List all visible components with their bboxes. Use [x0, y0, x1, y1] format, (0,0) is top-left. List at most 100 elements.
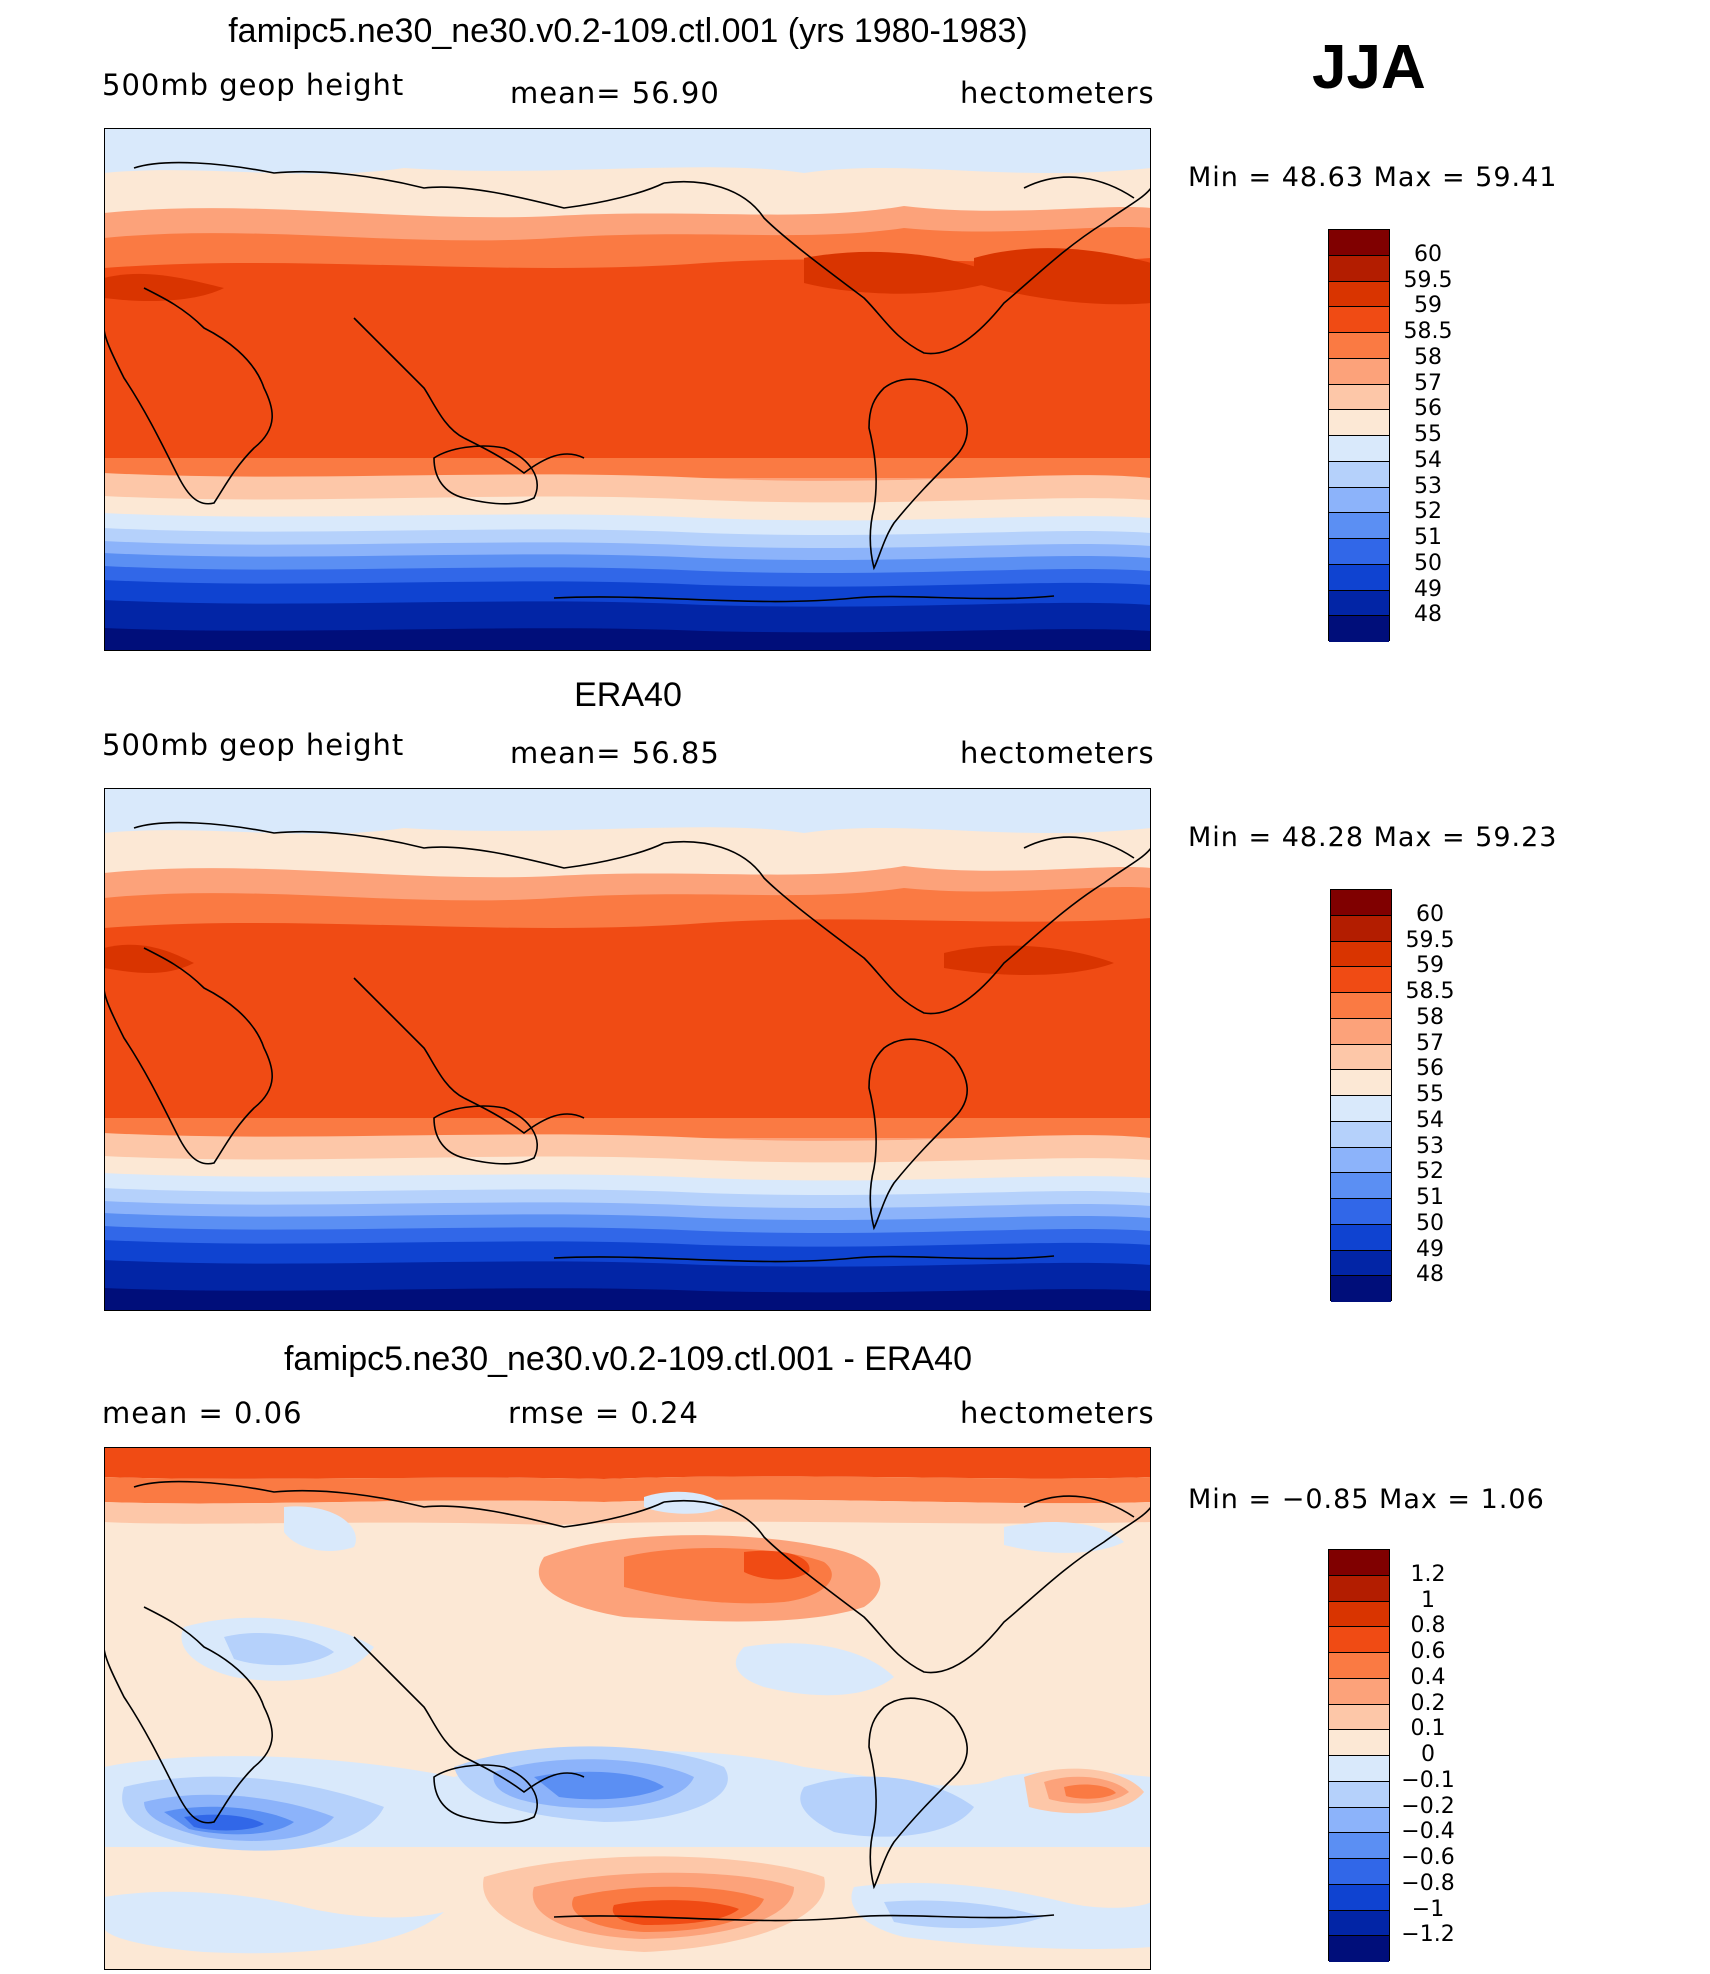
panel3-colorbar-label: 0.4 [1410, 1664, 1446, 1690]
panel1-colorbar-box [1329, 307, 1389, 333]
season-label: JJA [1312, 33, 1426, 102]
panel1-colorbar-label: 54 [1414, 447, 1442, 473]
panel2-minmax: Min = 48.28 Max = 59.23 [1188, 822, 1558, 853]
panel3-colorbar-box [1329, 1601, 1389, 1628]
panel2-variable: 500mb geop height [102, 728, 405, 762]
panel1-colorbar-label: 56 [1414, 396, 1442, 422]
panel2-colorbar-label: 49 [1416, 1236, 1444, 1262]
panel1-colorbar-box [1329, 333, 1389, 359]
panel2-colorbar-label: 53 [1416, 1133, 1444, 1159]
panel1-colorbar-box [1329, 436, 1389, 462]
panel3-colorbar-label: 0.2 [1410, 1690, 1446, 1716]
panel2-colorbar-box [1331, 1096, 1391, 1122]
panel2-colorbar-box [1331, 1070, 1391, 1096]
panel3-units: hectometers [960, 1396, 1155, 1430]
panel1-colorbar-label: 59 [1414, 293, 1442, 319]
panel2-colorbar-label: 56 [1416, 1056, 1444, 1082]
panel1-colorbar-box [1329, 230, 1389, 256]
panel2-colorbar-box [1331, 1018, 1391, 1045]
panel1-colorbar-box [1329, 539, 1389, 565]
panel3-colorbar-box [1329, 1550, 1389, 1576]
panel3-colorbar-label: 0.6 [1410, 1639, 1446, 1664]
panel3-colorbar-box [1329, 1833, 1389, 1859]
panel1-minmax: Min = 48.63 Max = 59.41 [1188, 162, 1558, 193]
panel3-colorbar-label: −0.8 [1401, 1870, 1455, 1896]
panel3-colorbar-label: 0.1 [1410, 1716, 1446, 1742]
panel3-colorbar-box [1329, 1678, 1389, 1705]
panel1-colorbar-label: 48 [1414, 602, 1442, 628]
panel1-colorbar-label: 57 [1414, 370, 1442, 396]
panel3-colorbar-label: 1.2 [1410, 1561, 1446, 1587]
panel2-colorbar-box [1331, 1250, 1391, 1277]
panel2-mean: mean= 56.85 [510, 736, 720, 770]
panel1-colorbar-box [1329, 358, 1389, 385]
panel3-colorbar-label: −1 [1411, 1896, 1445, 1922]
panel1-colorbar-box [1329, 461, 1389, 488]
panel3-colorbar-box [1329, 1730, 1389, 1756]
panel1-colorbar-box [1329, 410, 1389, 436]
panel3-colorbar-label: 1 [1421, 1587, 1435, 1613]
panel2-colorbar-label: 51 [1416, 1185, 1444, 1210]
panel2-colorbar-label: 58 [1416, 1004, 1444, 1030]
panel3-colorbar-box [1329, 1627, 1389, 1653]
panel2-colorbar-label: 55 [1416, 1082, 1444, 1107]
panel2-colorbar-box [1331, 1224, 1391, 1251]
panel3-colorbar-label: −0.2 [1401, 1793, 1455, 1819]
panel2-colorbar-box [1331, 1044, 1391, 1071]
panel1-colorbar-label: 51 [1414, 525, 1442, 550]
panel2-units: hectometers [960, 736, 1155, 770]
panel2-colorbar-box [1331, 1276, 1391, 1302]
panel2-colorbar-label: 59 [1416, 953, 1444, 979]
panel3-rmse: rmse = 0.24 [508, 1396, 699, 1430]
panel1-colorbar-label: 52 [1414, 499, 1442, 525]
panel3-title: famipc5.ne30_ne30.v0.2-109.ctl.001 - ERA… [283, 1340, 972, 1378]
panel1-mean: mean= 56.90 [510, 76, 720, 110]
panel2-colorbar-label: 58.5 [1405, 979, 1455, 1004]
panel3-colorbar-box [1329, 1575, 1389, 1602]
panel2-colorbar-label: 54 [1416, 1107, 1444, 1133]
panel3-colorbar-box [1329, 1653, 1389, 1679]
panel2-colorbar-box [1331, 941, 1391, 968]
panel1-colorbar-box [1329, 564, 1389, 591]
panel1-colorbar-box [1329, 487, 1389, 514]
panel3-colorbar-box [1329, 1884, 1389, 1911]
panel2-title: ERA40 [574, 676, 682, 714]
panel2-colorbar-box [1331, 1147, 1391, 1174]
panel2-colorbar-label: 59.5 [1405, 927, 1455, 953]
panel1-colorbar-label: 58 [1414, 344, 1442, 370]
panel1-title: famipc5.ne30_ne30.v0.2-109.ctl.001 (yrs … [228, 12, 1028, 50]
panel2-colorbar-label: 60 [1416, 901, 1444, 927]
panel1-colorbar-box [1329, 616, 1389, 642]
panel3-colorbar-box [1329, 1859, 1389, 1885]
panel2-map [104, 788, 1151, 1311]
panel2-colorbar-label: 48 [1416, 1262, 1444, 1288]
panel3-colorbar-label: −0.6 [1401, 1845, 1455, 1870]
panel1-colorbar-label: 50 [1414, 550, 1442, 576]
panel3-minmax: Min = −0.85 Max = 1.06 [1188, 1484, 1545, 1515]
panel2-colorbar-label: 57 [1416, 1030, 1444, 1056]
panel1-colorbar [1328, 229, 1390, 642]
panel2-colorbar-box [1331, 890, 1391, 916]
panel2-colorbar-box [1331, 967, 1391, 993]
panel1-map [104, 128, 1151, 651]
panel1-colorbar-label: 60 [1414, 241, 1442, 267]
panel3-colorbar [1328, 1549, 1390, 1962]
panel1-colorbar-label: 53 [1414, 473, 1442, 499]
panel2-colorbar-box [1331, 1199, 1391, 1225]
panel1-colorbar-box [1329, 384, 1389, 411]
panel3-colorbar-box [1329, 1807, 1389, 1834]
panel1-colorbar-box [1329, 281, 1389, 308]
panel3-colorbar-label: −0.1 [1401, 1767, 1455, 1793]
panel3-colorbar-box [1329, 1781, 1389, 1808]
panel2-colorbar [1330, 889, 1392, 1302]
panel1-colorbar-label: 55 [1414, 422, 1442, 447]
panel3-colorbar-label: −0.4 [1401, 1819, 1455, 1845]
panel2-colorbar-box [1331, 915, 1391, 942]
panel2-colorbar-box [1331, 1173, 1391, 1199]
panel1-colorbar-label: 59.5 [1403, 267, 1453, 293]
panel3-map [104, 1447, 1151, 1970]
panel1-colorbar-box [1329, 255, 1389, 282]
panel3-colorbar-label: −1.2 [1401, 1922, 1455, 1948]
panel3-colorbar-box [1329, 1756, 1389, 1782]
panel3-colorbar-label: 0.8 [1410, 1613, 1446, 1639]
